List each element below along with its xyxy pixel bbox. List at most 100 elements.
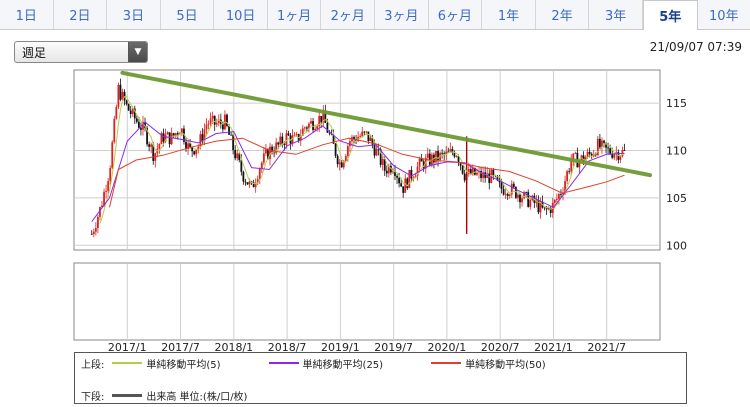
tab-13[interactable]: 10年 xyxy=(709,9,739,24)
candle-body xyxy=(426,153,429,158)
y-tick-label: 100 xyxy=(666,239,687,252)
candle-body xyxy=(570,160,573,172)
candle-body xyxy=(344,156,347,162)
candle-body xyxy=(232,134,235,151)
legend-lower-row: 下段: 出来高 単位:(株/口/枚) xyxy=(81,388,247,403)
candle-body xyxy=(560,193,562,195)
candle-body xyxy=(463,173,466,181)
chevron-down-icon[interactable]: ▼ xyxy=(128,42,147,62)
candle-body xyxy=(230,134,232,136)
candle-body xyxy=(277,142,280,145)
candle-body xyxy=(471,167,474,175)
candle-body xyxy=(445,151,448,155)
legend-ma50: 単純移動平均(50) xyxy=(423,356,546,371)
candle-body xyxy=(553,199,556,203)
candle-body xyxy=(623,150,626,151)
price-chart: 2017/1 2017/7 2018/1 2018/7 2019/1 2019/7 2020… xyxy=(73,69,687,352)
tab-5[interactable]: 1ヶ月 xyxy=(268,0,322,29)
x-tick-label: 2021/7 xyxy=(587,341,626,352)
candle-body xyxy=(176,133,179,135)
candle-body xyxy=(543,207,546,209)
candle-body xyxy=(226,114,228,126)
candle-body xyxy=(197,146,200,150)
candle-body xyxy=(353,136,355,140)
candle-body xyxy=(228,125,230,135)
candle-body xyxy=(588,151,591,154)
tab-1[interactable]: 2日 xyxy=(54,0,108,29)
candle-body xyxy=(510,183,513,195)
candle-body xyxy=(101,205,103,208)
x-tick-label: 2018/1 xyxy=(214,341,253,352)
candle-body xyxy=(326,122,329,133)
x-tick-label: 2021/1 xyxy=(534,341,573,352)
candle-body xyxy=(193,151,196,155)
tab-7[interactable]: 3ヶ月 xyxy=(375,0,429,29)
candle-body xyxy=(365,131,368,133)
x-tick-label: 2019/1 xyxy=(321,341,360,352)
tab-12[interactable]: 5年 xyxy=(642,0,698,30)
candle-body xyxy=(404,178,407,193)
legend-ma5-label: 単純移動平均(5) xyxy=(146,359,221,371)
candle-body xyxy=(346,146,349,157)
tab-6[interactable]: 2ヶ月 xyxy=(321,0,376,29)
candle-body xyxy=(582,155,585,162)
candle-body xyxy=(449,149,452,152)
candle-body xyxy=(447,151,450,153)
legend-volume: 出来高 単位:(株/口/枚) xyxy=(104,388,247,403)
candle-body xyxy=(209,118,212,124)
tab-2[interactable]: 3日 xyxy=(107,0,161,29)
candle-body xyxy=(240,160,243,172)
candle-body xyxy=(488,173,491,183)
candle-body xyxy=(150,144,153,147)
tab-10[interactable]: 2年 xyxy=(536,0,590,29)
candle-body xyxy=(191,146,194,152)
candle-body xyxy=(375,148,378,156)
candle-body xyxy=(539,201,542,213)
candle-body xyxy=(170,133,173,145)
x-tick-label: 2017/7 xyxy=(161,341,200,352)
candle-body xyxy=(400,183,403,187)
candle-body xyxy=(152,144,155,161)
candle-body xyxy=(584,157,587,162)
candle-body xyxy=(385,170,388,174)
candle-body xyxy=(598,138,601,148)
candle-body xyxy=(146,127,148,145)
candle-body xyxy=(605,142,607,148)
tab-9[interactable]: 1年 xyxy=(482,0,536,29)
candle-body xyxy=(254,183,257,188)
candle-body xyxy=(203,129,206,141)
candle-body xyxy=(394,171,396,176)
candle-body xyxy=(131,108,134,114)
timestamp: 21/09/07 07:39 xyxy=(649,40,742,54)
candle-body xyxy=(92,231,95,235)
candle-body xyxy=(480,171,482,179)
candle-body xyxy=(256,179,259,184)
candle-body xyxy=(387,165,390,174)
ma5-swatch xyxy=(112,362,143,364)
tab-4[interactable]: 10日 xyxy=(214,0,268,29)
candle-body xyxy=(461,165,464,174)
candle-body xyxy=(189,143,192,147)
candle-body xyxy=(97,216,99,229)
candle-body xyxy=(318,116,321,127)
candle-body xyxy=(187,143,189,149)
tab-11[interactable]: 3年 xyxy=(589,0,643,29)
period-select[interactable]: 週足 ▼ xyxy=(14,41,148,63)
x-tick-label: 2018/7 xyxy=(268,341,307,352)
tab-0[interactable]: 1日 xyxy=(0,0,54,29)
candle-body xyxy=(566,171,569,182)
candle-body xyxy=(279,136,282,145)
candle-body xyxy=(293,134,296,136)
candle-body xyxy=(428,153,431,165)
tab-3[interactable]: 5日 xyxy=(161,0,215,29)
candle-body xyxy=(125,100,128,105)
candle-body xyxy=(308,123,310,129)
candle-body xyxy=(459,162,462,166)
candle-body xyxy=(181,128,183,134)
candle-body xyxy=(545,208,548,210)
y-tick-label: 105 xyxy=(666,192,687,205)
tab-8[interactable]: 6ヶ月 xyxy=(429,0,483,29)
candle-body xyxy=(211,115,214,119)
candle-body xyxy=(273,152,276,154)
candle-body xyxy=(324,110,327,123)
